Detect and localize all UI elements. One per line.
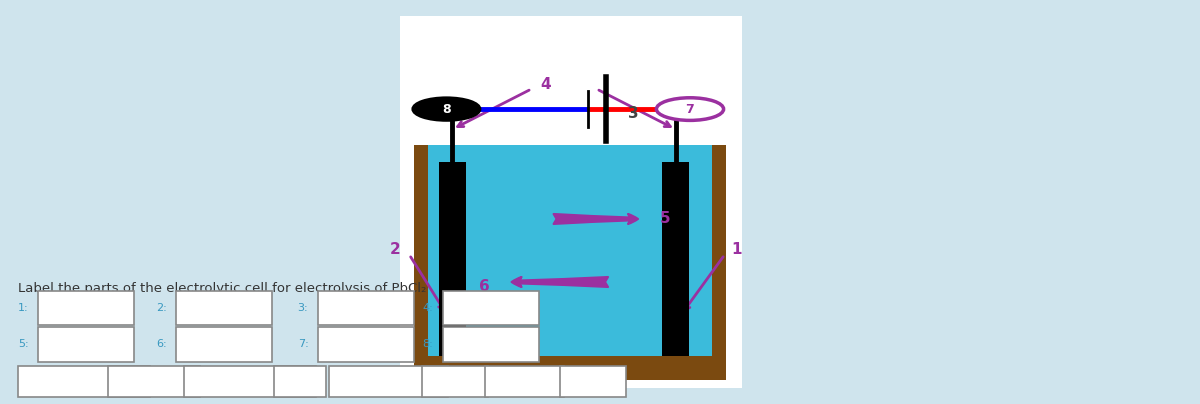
Text: Pb+2: Pb+2 [508,375,541,388]
FancyBboxPatch shape [329,366,448,397]
Text: 4: 4 [541,77,551,93]
Text: Cl2: Cl2 [583,375,604,388]
Text: 7:: 7: [298,339,308,349]
FancyBboxPatch shape [18,366,150,397]
Text: 5: 5 [660,211,670,227]
Text: Cathode: Cathode [362,375,414,388]
FancyBboxPatch shape [439,162,466,356]
FancyBboxPatch shape [414,145,428,380]
FancyBboxPatch shape [443,327,539,362]
FancyBboxPatch shape [176,327,272,362]
Text: 3:: 3: [298,303,308,313]
FancyBboxPatch shape [38,291,134,325]
FancyBboxPatch shape [662,162,689,356]
FancyBboxPatch shape [414,356,726,380]
FancyBboxPatch shape [560,366,626,397]
Text: Anode: Anode [134,375,174,388]
FancyBboxPatch shape [428,145,712,356]
Text: 6:: 6: [156,339,167,349]
FancyBboxPatch shape [318,291,414,325]
FancyBboxPatch shape [38,327,134,362]
Text: Cl-: Cl- [448,375,463,388]
Text: 3: 3 [629,105,638,121]
Text: Label the parts of the electrolytic cell for electrolysis of PbCl₂: Label the parts of the electrolytic cell… [18,282,426,295]
Circle shape [656,98,724,120]
Text: 8: 8 [442,103,451,116]
Circle shape [413,98,480,120]
FancyBboxPatch shape [274,366,326,397]
FancyBboxPatch shape [422,366,488,397]
FancyBboxPatch shape [318,327,414,362]
FancyBboxPatch shape [184,366,316,397]
Text: 7: 7 [685,103,695,116]
FancyBboxPatch shape [443,291,539,325]
FancyBboxPatch shape [400,16,742,388]
Text: 4:: 4: [422,303,433,313]
Text: Pb: Pb [293,375,307,388]
FancyBboxPatch shape [176,291,272,325]
Text: negative: negative [56,375,112,388]
FancyBboxPatch shape [108,366,200,397]
FancyBboxPatch shape [485,366,564,397]
Text: 1:: 1: [18,303,29,313]
Text: 8:: 8: [422,339,433,349]
Text: 2: 2 [390,242,400,257]
FancyBboxPatch shape [712,145,726,380]
Text: 1: 1 [732,242,742,257]
Text: positive: positive [226,375,274,388]
Text: 6: 6 [480,278,490,294]
Text: 5:: 5: [18,339,29,349]
Text: 2:: 2: [156,303,167,313]
